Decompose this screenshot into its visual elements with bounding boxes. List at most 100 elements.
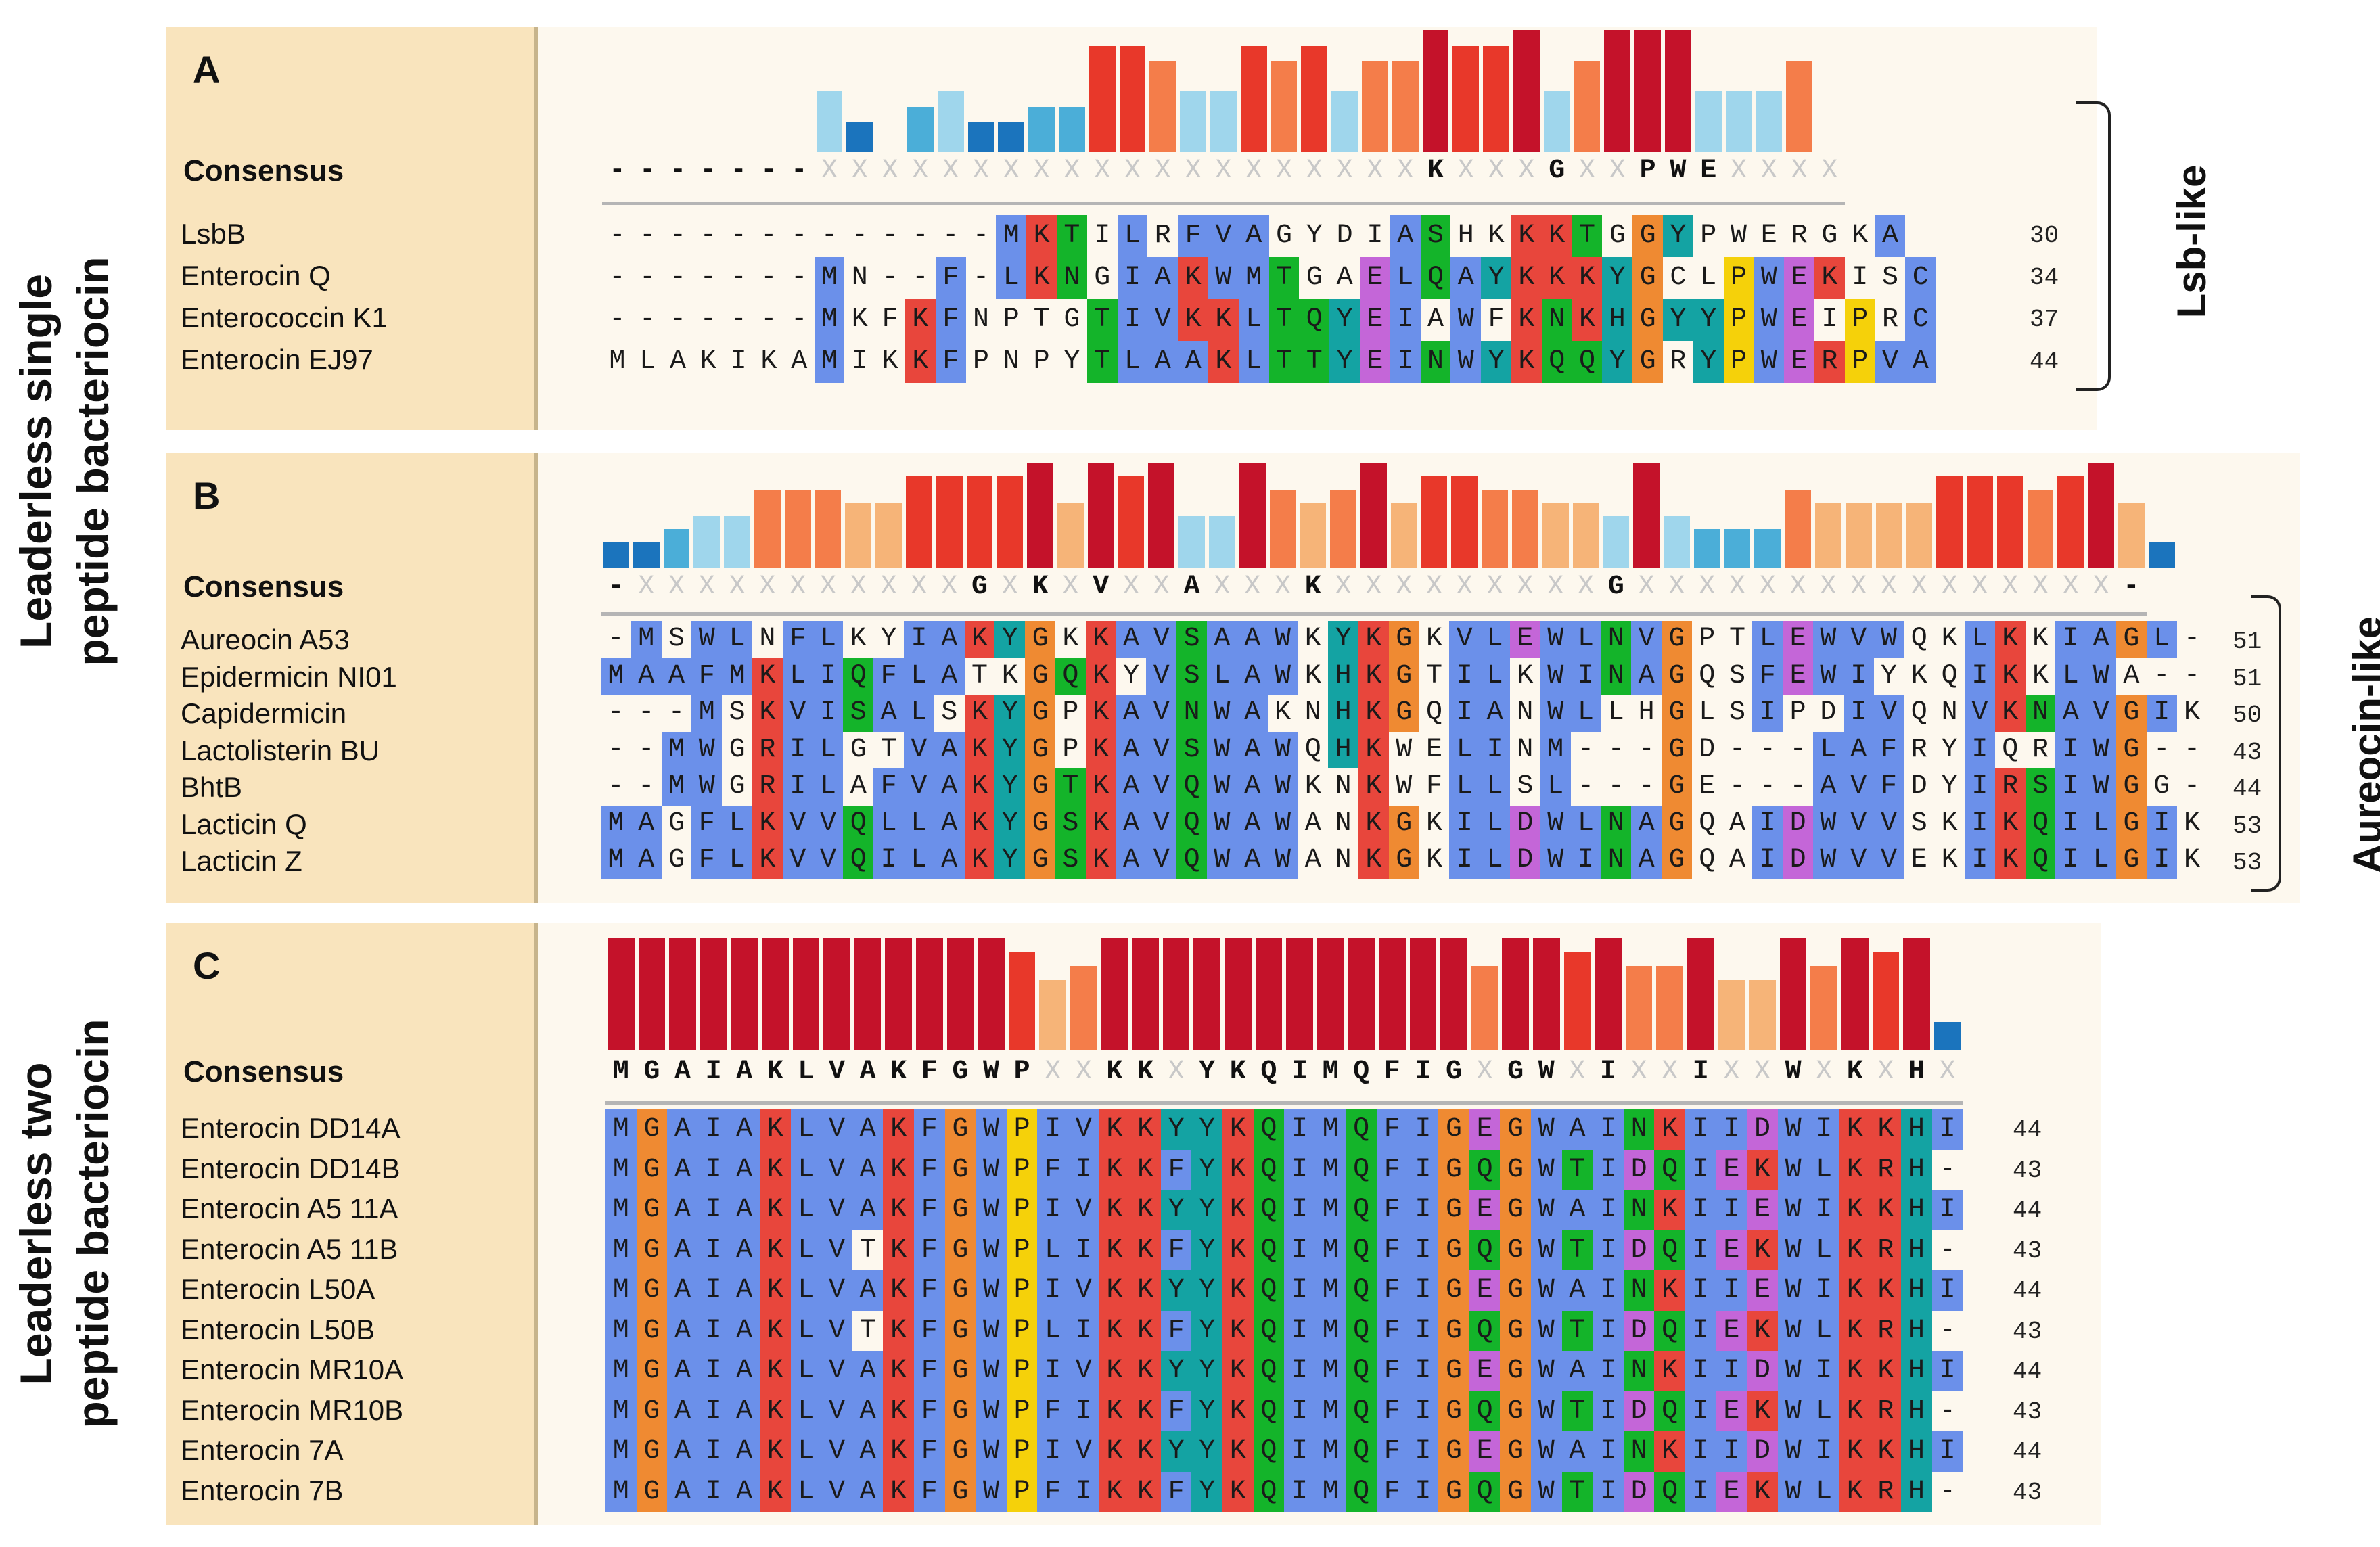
residue: W	[1531, 1431, 1562, 1472]
conservation-bar	[997, 476, 1024, 568]
sequence-name: Lacticin Q	[181, 808, 307, 840]
residue: -	[2153, 660, 2170, 691]
residue: Y	[1160, 1431, 1192, 1472]
consensus-residue: X	[1003, 156, 1020, 186]
residue: I	[1752, 695, 1783, 732]
residue: K	[883, 1270, 914, 1311]
consensus-residue: X	[942, 156, 959, 186]
residue: A	[729, 1391, 760, 1431]
residue: A	[1237, 695, 1268, 732]
residue: Q	[1425, 697, 1442, 728]
residue: F	[935, 341, 966, 383]
residue: -	[608, 734, 624, 765]
residue: -	[1638, 771, 1655, 802]
residue: L	[1238, 341, 1269, 383]
residue: M	[605, 1109, 637, 1150]
conservation-bar	[1936, 476, 1963, 568]
residue: Q	[1654, 1149, 1685, 1190]
residue: I	[1808, 1109, 1839, 1150]
residue: -	[609, 221, 626, 251]
residue: K	[1654, 1190, 1685, 1230]
conservation-bar	[1180, 91, 1206, 152]
residue: I	[1117, 257, 1148, 299]
conservation-bar	[1695, 91, 1722, 152]
consensus-residue: -	[2123, 572, 2140, 602]
residue: E	[1716, 1471, 1747, 1512]
residue: Q	[1055, 657, 1086, 695]
residue: I	[1480, 731, 1510, 768]
residue: G	[1500, 1310, 1531, 1351]
consensus-separator	[605, 1101, 1963, 1105]
residue: Q	[1253, 1149, 1285, 1190]
residue: -	[1939, 1234, 1956, 1266]
residue: G	[2153, 771, 2170, 802]
residue: Q	[1253, 1190, 1285, 1230]
alignment-area	[538, 923, 2101, 1525]
residue: G	[1500, 1270, 1531, 1311]
residue: I	[1931, 1431, 1963, 1472]
residue: D	[1623, 1149, 1655, 1190]
residue: K	[1085, 695, 1116, 732]
consensus-residue: K	[766, 1057, 783, 1087]
residue: T	[1561, 1230, 1593, 1270]
residue: P	[1700, 221, 1717, 251]
residue: G	[1500, 1431, 1531, 1472]
residue: M	[601, 657, 631, 695]
residue: M	[1238, 257, 1269, 299]
residue: L	[1117, 341, 1148, 383]
residue: L	[790, 1351, 822, 1391]
residue: G	[729, 771, 746, 802]
residue: A	[1336, 262, 1353, 293]
residue: A	[1304, 845, 1321, 875]
conservation-bar	[1132, 938, 1159, 1050]
residue: G	[944, 1471, 976, 1512]
residue: L	[1238, 299, 1269, 341]
residue: E	[1716, 1230, 1747, 1270]
residue: L	[1808, 1471, 1839, 1512]
conservation-bar	[1059, 106, 1085, 152]
consensus-residue: G	[971, 572, 988, 602]
conservation-bar	[1841, 938, 1869, 1050]
sequence-name: LsbB	[181, 218, 246, 250]
residue: P	[1006, 1351, 1038, 1391]
residue: N	[1335, 845, 1352, 875]
residue: A	[1450, 257, 1482, 299]
sequence-length: 43	[2013, 1478, 2042, 1506]
residue: P	[1003, 304, 1020, 335]
consensus-residue: X	[1214, 572, 1231, 602]
residue: M	[605, 1351, 637, 1391]
residue: T	[1086, 341, 1118, 383]
residue: Y	[1191, 1109, 1222, 1150]
residue: K	[1026, 257, 1057, 299]
sequence-name-column	[166, 923, 538, 1525]
consensus-residue: X	[851, 156, 868, 186]
residue: L	[722, 805, 752, 842]
residue: L	[1607, 697, 1624, 728]
conservation-bar	[1664, 515, 1690, 568]
consensus-separator	[601, 612, 2147, 616]
residue: Q	[1941, 660, 1958, 691]
consensus-residue: -	[608, 572, 624, 602]
single-peptide-label: Leaderless single peptide bacteriocin	[7, 225, 122, 698]
panel-label: B	[193, 474, 221, 517]
conservation-bar	[1119, 45, 1146, 152]
consensus-residue: X	[1185, 156, 1202, 186]
consensus-residue: W	[1785, 1057, 1802, 1087]
consensus-residue: X	[1939, 1057, 1956, 1087]
consensus-residue: X	[1577, 572, 1594, 602]
residue: K	[1654, 1109, 1685, 1150]
residue: G	[944, 1391, 976, 1431]
residue: I	[1407, 1190, 1439, 1230]
conservation-bar	[1331, 91, 1358, 152]
residue: Y	[1329, 341, 1360, 383]
residue: A	[1238, 215, 1269, 257]
residue: K	[1839, 1310, 1871, 1351]
residue: I	[1685, 1149, 1716, 1190]
residue: Y	[1602, 341, 1633, 383]
residue: K	[1747, 1471, 1778, 1512]
consensus-residue: X	[668, 572, 685, 602]
residue: -	[1607, 734, 1624, 765]
consensus-residue: A	[736, 1057, 753, 1087]
